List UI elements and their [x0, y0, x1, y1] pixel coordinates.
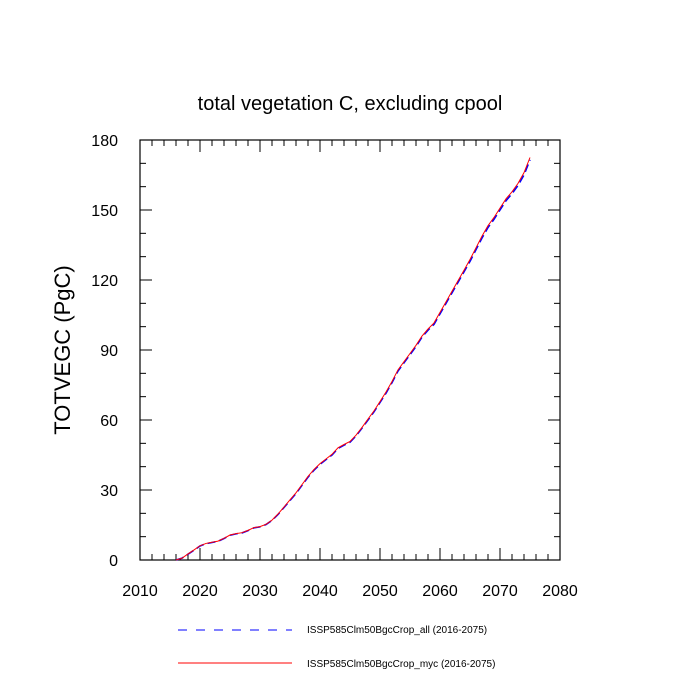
y-tick-label: 60 — [100, 413, 118, 430]
x-tick-label: 2020 — [182, 583, 218, 600]
y-axis-tick-labels: 0 30 60 90 120 150 180 — [91, 133, 118, 570]
y-axis-ticks — [140, 139, 560, 561]
x-tick-label: 2050 — [362, 583, 398, 600]
x-axis-ticks — [139, 140, 561, 560]
x-tick-label: 2010 — [122, 583, 158, 600]
y-tick-label: 120 — [91, 273, 118, 290]
series-line-all — [175, 159, 531, 561]
y-tick-label: 180 — [91, 133, 118, 150]
plot-frame — [139, 139, 561, 561]
legend-label-myc: ISSP585Clm50BgcCrop_myc (2016-2075) — [307, 659, 495, 670]
chart-title: total vegetation C, excluding cpool — [198, 93, 503, 115]
series-lines — [175, 157, 531, 561]
y-tick-label: 0 — [109, 553, 118, 570]
y-tick-label: 150 — [91, 203, 118, 220]
y-tick-label: 90 — [100, 343, 118, 360]
x-axis-tick-labels: 2010 2020 2030 2040 2050 2060 2070 2080 — [122, 583, 578, 600]
legend: ISSP585Clm50BgcCrop_all (2016-2075) ISSP… — [178, 625, 495, 670]
legend-label-all: ISSP585Clm50BgcCrop_all (2016-2075) — [307, 625, 487, 636]
x-tick-label: 2040 — [302, 583, 338, 600]
y-axis-label: TOTVEGC (PgC) — [50, 265, 75, 435]
x-tick-label: 2030 — [242, 583, 278, 600]
x-tick-label: 2060 — [422, 583, 458, 600]
x-tick-label: 2080 — [542, 583, 578, 600]
series-line-myc — [175, 157, 531, 561]
y-tick-label: 30 — [100, 483, 118, 500]
x-tick-label: 2070 — [482, 583, 518, 600]
